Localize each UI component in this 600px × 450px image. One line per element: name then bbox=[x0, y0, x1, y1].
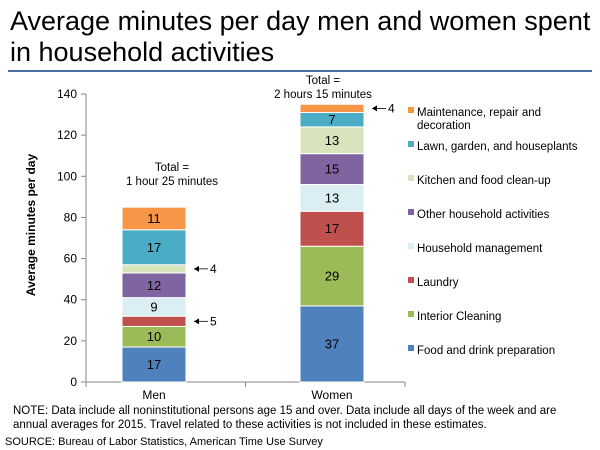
bar-segment-men bbox=[121, 264, 187, 274]
chart-note: NOTE: Data include all noninstitutional … bbox=[13, 405, 557, 431]
legend-label: Food and drink preparation bbox=[417, 345, 555, 357]
data-label: 10 bbox=[147, 329, 161, 344]
legend-label: Other household activities bbox=[417, 209, 550, 221]
data-label: 12 bbox=[147, 278, 161, 293]
total-annotation: 1 hour 25 minutes bbox=[126, 176, 218, 188]
annotation-label: 4 bbox=[210, 262, 217, 276]
legend-swatch bbox=[408, 277, 414, 283]
bar-segment-women bbox=[299, 245, 365, 307]
title-divider bbox=[8, 70, 592, 72]
y-tick-label: 40 bbox=[64, 293, 78, 307]
y-tick-label: 20 bbox=[64, 334, 78, 348]
legend-swatch bbox=[408, 311, 414, 317]
total-annotation: 2 hours 15 minutes bbox=[274, 89, 372, 101]
data-label: 17 bbox=[147, 240, 161, 255]
x-tick-label: Men bbox=[142, 388, 165, 402]
chart-source: SOURCE: Bureau of Labor Statistics, Amer… bbox=[5, 436, 323, 448]
y-tick-label: 140 bbox=[57, 87, 77, 101]
annotation-label: 5 bbox=[210, 314, 217, 328]
data-label: 29 bbox=[325, 269, 339, 284]
legend-swatch bbox=[408, 345, 414, 351]
data-label: 11 bbox=[147, 211, 161, 226]
legend-swatch bbox=[408, 175, 414, 181]
data-label: 37 bbox=[325, 336, 339, 351]
annotation-arrowhead bbox=[194, 318, 199, 325]
legend-swatch bbox=[408, 107, 414, 113]
data-label: 7 bbox=[328, 112, 335, 127]
bar-segment-women bbox=[299, 153, 365, 186]
bar-segment-women bbox=[299, 103, 365, 114]
bar-segment-women bbox=[299, 126, 365, 155]
data-label: 15 bbox=[325, 162, 339, 177]
bar-segment-women bbox=[299, 184, 365, 212]
annotation-arrowhead bbox=[194, 265, 199, 272]
bar-segment-women bbox=[299, 210, 365, 247]
x-tick-label: Women bbox=[311, 388, 352, 402]
bar-segment-men bbox=[121, 346, 187, 383]
legend-label: Maintenance, repair and bbox=[417, 107, 541, 119]
chart-title: Average minutes per day men and women sp… bbox=[10, 6, 591, 67]
bar-segment-men bbox=[121, 315, 187, 327]
annotation-arrowhead bbox=[372, 105, 377, 112]
legend-label: decoration bbox=[417, 120, 471, 132]
legend-label: Interior Cleaning bbox=[417, 311, 501, 323]
legend-label: Laundry bbox=[417, 277, 459, 289]
data-label: 17 bbox=[325, 221, 339, 236]
legend-label: Kitchen and food clean-up bbox=[417, 175, 551, 187]
data-label: 13 bbox=[325, 133, 339, 148]
y-tick-label: 80 bbox=[64, 210, 78, 224]
legend-swatch bbox=[408, 209, 414, 215]
bar-segment-women bbox=[299, 305, 365, 383]
bar-segment-men bbox=[121, 206, 187, 231]
y-axis-label: Average minutes per day bbox=[24, 154, 38, 297]
total-annotation: Total = bbox=[306, 75, 340, 87]
total-annotation: Total = bbox=[155, 162, 189, 174]
legend-swatch bbox=[408, 243, 414, 249]
y-tick-label: 120 bbox=[57, 128, 77, 142]
data-label: 17 bbox=[147, 357, 161, 372]
annotation-label: 4 bbox=[388, 101, 395, 115]
data-label: 9 bbox=[150, 299, 157, 314]
legend-label: Household management bbox=[417, 243, 543, 255]
y-tick-label: 60 bbox=[64, 252, 78, 266]
y-tick-label: 100 bbox=[57, 169, 77, 183]
y-tick-label: 0 bbox=[70, 375, 77, 389]
legend-label: Lawn, garden, and houseplants bbox=[417, 141, 578, 153]
legend-swatch bbox=[408, 141, 414, 147]
data-label: 13 bbox=[325, 190, 339, 205]
